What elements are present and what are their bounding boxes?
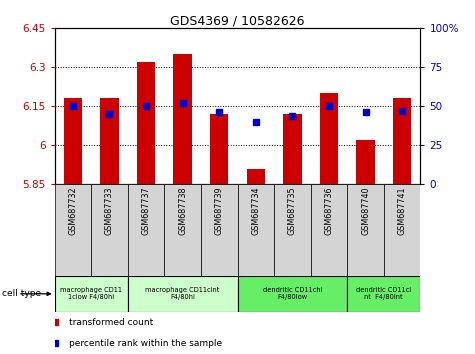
Text: macrophage CD11cint
F4/80hi: macrophage CD11cint F4/80hi [145, 287, 220, 300]
Text: macrophage CD11
1clow F4/80hi: macrophage CD11 1clow F4/80hi [60, 287, 122, 300]
Text: GSM687735: GSM687735 [288, 187, 297, 235]
Title: GDS4369 / 10582626: GDS4369 / 10582626 [170, 14, 305, 27]
Bar [347, 184, 384, 276]
Bar [283, 114, 302, 184]
Text: GSM687740: GSM687740 [361, 187, 370, 235]
Bar [247, 169, 265, 184]
Bar [201, 184, 238, 276]
Text: GSM687736: GSM687736 [324, 187, 333, 235]
Bar [210, 114, 228, 184]
Bar [128, 276, 238, 312]
Text: dendritic CD11ci
nt  F4/80int: dendritic CD11ci nt F4/80int [356, 287, 411, 300]
Bar [356, 140, 375, 184]
Text: GSM687734: GSM687734 [251, 187, 260, 235]
Text: dendritic CD11chi
F4/80low: dendritic CD11chi F4/80low [263, 287, 322, 300]
Bar [91, 184, 128, 276]
Bar [100, 98, 119, 184]
Bar [311, 184, 347, 276]
Bar [173, 54, 192, 184]
Text: GSM687733: GSM687733 [105, 187, 114, 235]
Text: transformed count: transformed count [69, 318, 153, 327]
Bar [384, 184, 420, 276]
Bar [238, 184, 274, 276]
Bar [164, 184, 201, 276]
Bar [238, 276, 347, 312]
Text: GSM687741: GSM687741 [398, 187, 407, 235]
Text: GSM687739: GSM687739 [215, 187, 224, 235]
Bar [64, 98, 82, 184]
Bar [274, 184, 311, 276]
Text: GSM687737: GSM687737 [142, 187, 151, 235]
Bar [128, 184, 164, 276]
Bar [347, 276, 420, 312]
Bar [55, 184, 91, 276]
Text: GSM687732: GSM687732 [68, 187, 77, 235]
Bar [137, 62, 155, 184]
Bar [320, 93, 338, 184]
Bar [55, 276, 128, 312]
Bar [393, 98, 411, 184]
Text: percentile rank within the sample: percentile rank within the sample [69, 339, 222, 348]
Text: GSM687738: GSM687738 [178, 187, 187, 235]
Text: cell type: cell type [2, 289, 41, 298]
